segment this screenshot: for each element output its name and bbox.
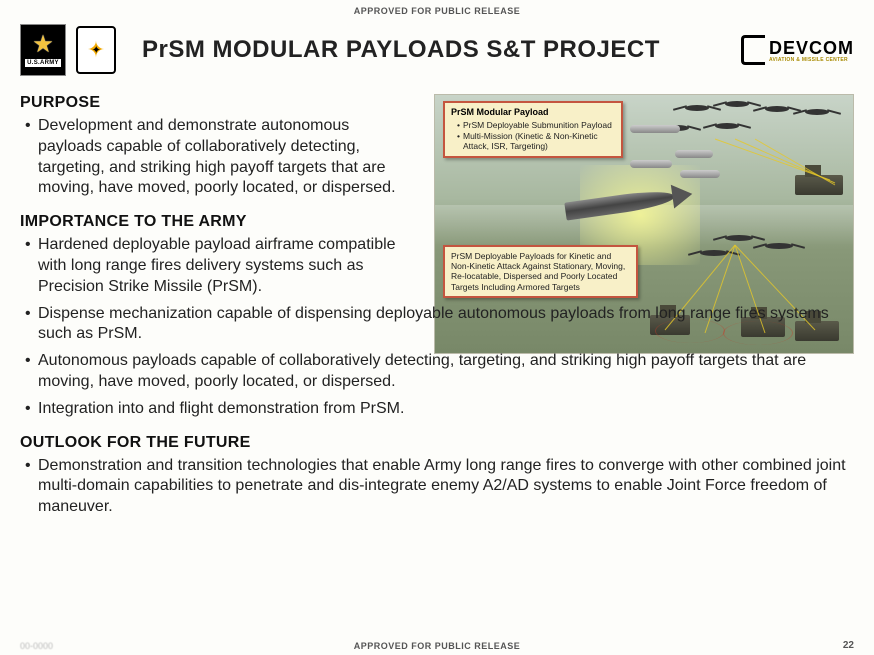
callout1-title: PrSM Modular Payload (451, 107, 615, 118)
doc-number: 00-0000 (20, 641, 53, 651)
devcom-sub: AVIATION & MISSILE CENTER (769, 57, 854, 63)
outlook-head: OUTLOOK FOR THE FUTURE (20, 434, 854, 452)
devcom-shape-icon (741, 35, 765, 65)
callout1-item: PrSM Deployable Submunition Payload (457, 120, 615, 130)
army-star-icon: ★ (32, 33, 54, 57)
callout2-text: PrSM Deployable Payloads for Kinetic and… (451, 251, 625, 292)
callout1-item: Multi-Mission (Kinetic & Non-Kinetic Att… (457, 131, 615, 151)
header: ★ U.S.ARMY ✦ PrSM MODULAR PAYLOADS S&T P… (20, 24, 854, 76)
page-number: 22 (843, 640, 854, 651)
devcom-logo: DEVCOM AVIATION & MISSILE CENTER (741, 35, 854, 65)
callout-deployable-payloads: PrSM Deployable Payloads for Kinetic and… (443, 245, 638, 298)
importance-item: Integration into and flight demonstratio… (24, 399, 854, 420)
purpose-item: Development and demonstrate autonomous p… (24, 116, 400, 199)
org-star-icon: ✦ (87, 37, 105, 63)
us-army-logo: ★ U.S.ARMY (20, 24, 66, 76)
org-logo: ✦ (76, 26, 116, 74)
devcom-main: DEVCOM (769, 38, 854, 59)
importance-item: Autonomous payloads capable of collabora… (24, 351, 854, 393)
page-title: PrSM MODULAR PAYLOADS S&T PROJECT (142, 36, 660, 64)
importance-item: Dispense mechanization capable of dispen… (24, 304, 854, 346)
callout-modular-payload: PrSM Modular Payload PrSM Deployable Sub… (443, 101, 623, 158)
army-label: U.S.ARMY (25, 59, 61, 67)
bottom-marking: APPROVED FOR PUBLIC RELEASE (354, 641, 521, 651)
importance-item: Hardened deployable payload airframe com… (24, 235, 404, 297)
outlook-item: Demonstration and transition technologie… (24, 456, 854, 518)
top-marking: APPROVED FOR PUBLIC RELEASE (354, 6, 521, 16)
